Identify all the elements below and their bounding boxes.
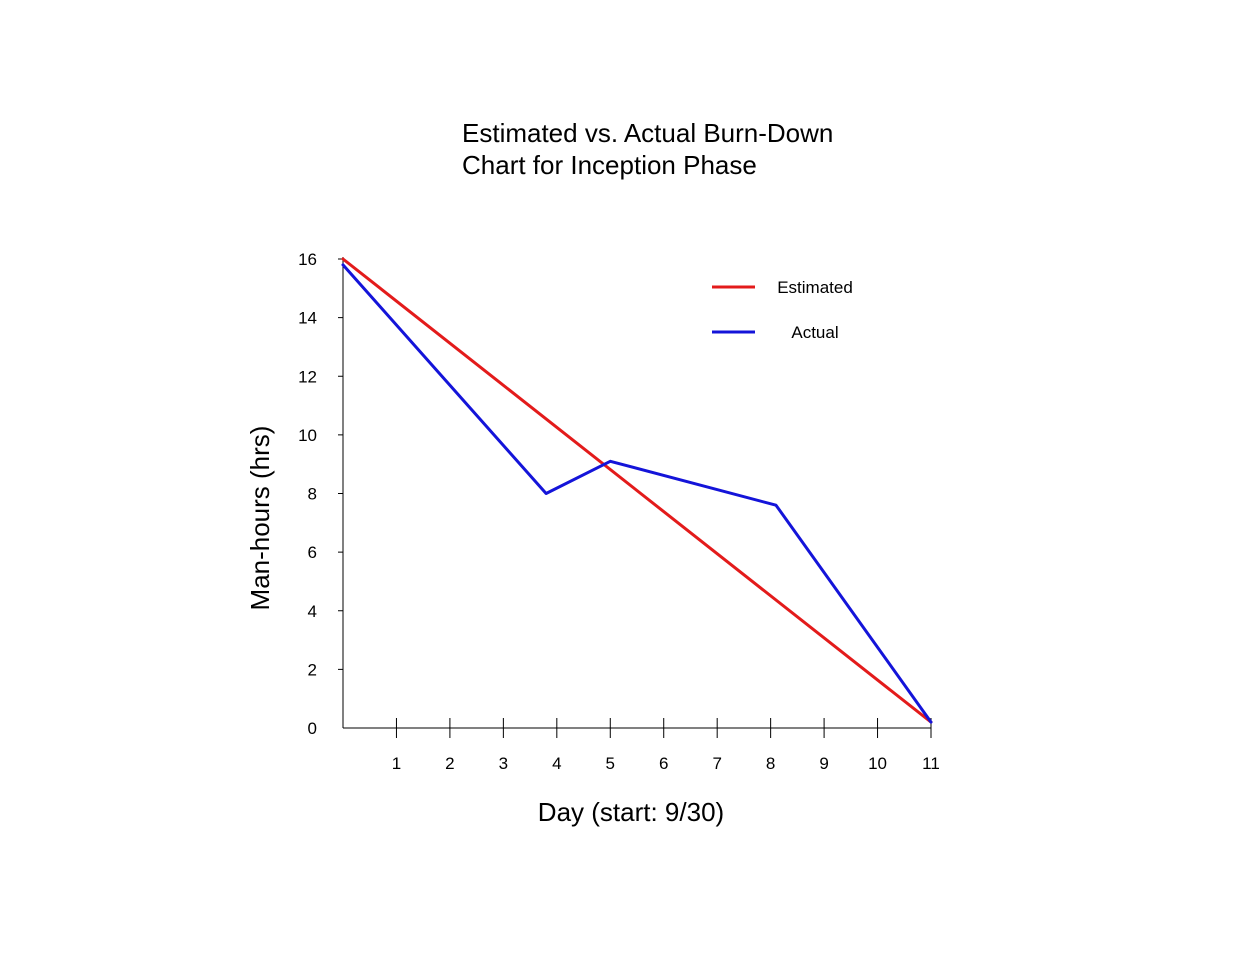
x-tick-label: 7 (712, 754, 721, 773)
chart-legend: Estimated Actual (712, 278, 853, 342)
x-tick-label: 2 (445, 754, 454, 773)
y-axis-label: Man-hours (hrs) (245, 426, 275, 611)
chart-title-line-2: Chart for Inception Phase (462, 150, 757, 180)
y-tick-label: 2 (308, 660, 317, 679)
chart-series (341, 257, 933, 724)
x-tick-label: 3 (499, 754, 508, 773)
y-axis-ticks: 0 2 4 6 8 10 12 14 16 (298, 250, 343, 738)
y-tick-label: 0 (308, 719, 317, 738)
series-line-actual (341, 263, 933, 724)
x-tick-label: 11 (922, 754, 940, 773)
legend-label-actual: Actual (791, 323, 838, 342)
y-tick-label: 4 (308, 602, 317, 621)
x-axis-label: Day (start: 9/30) (538, 797, 724, 827)
series-line-estimated (341, 257, 933, 724)
x-tick-label: 6 (659, 754, 668, 773)
chart-title: Estimated vs. Actual Burn-Down Chart for… (462, 117, 962, 181)
x-tick-label: 5 (606, 754, 615, 773)
x-axis-ticks: 1 2 3 4 5 6 7 8 9 10 11 (392, 718, 940, 773)
y-tick-label: 10 (298, 426, 317, 445)
x-tick-label: 9 (819, 754, 828, 773)
chart-axes (342, 257, 931, 729)
y-tick-label: 6 (308, 543, 317, 562)
chart-title-line-1: Estimated vs. Actual Burn-Down (462, 118, 834, 148)
x-tick-label: 1 (392, 754, 401, 773)
y-tick-label: 16 (298, 250, 317, 269)
x-tick-label: 10 (868, 754, 887, 773)
y-tick-label: 14 (298, 309, 317, 328)
y-tick-label: 8 (308, 485, 317, 504)
x-tick-label: 8 (766, 754, 775, 773)
x-tick-label: 4 (552, 754, 561, 773)
y-tick-label: 12 (298, 367, 317, 386)
legend-label-estimated: Estimated (777, 278, 853, 297)
